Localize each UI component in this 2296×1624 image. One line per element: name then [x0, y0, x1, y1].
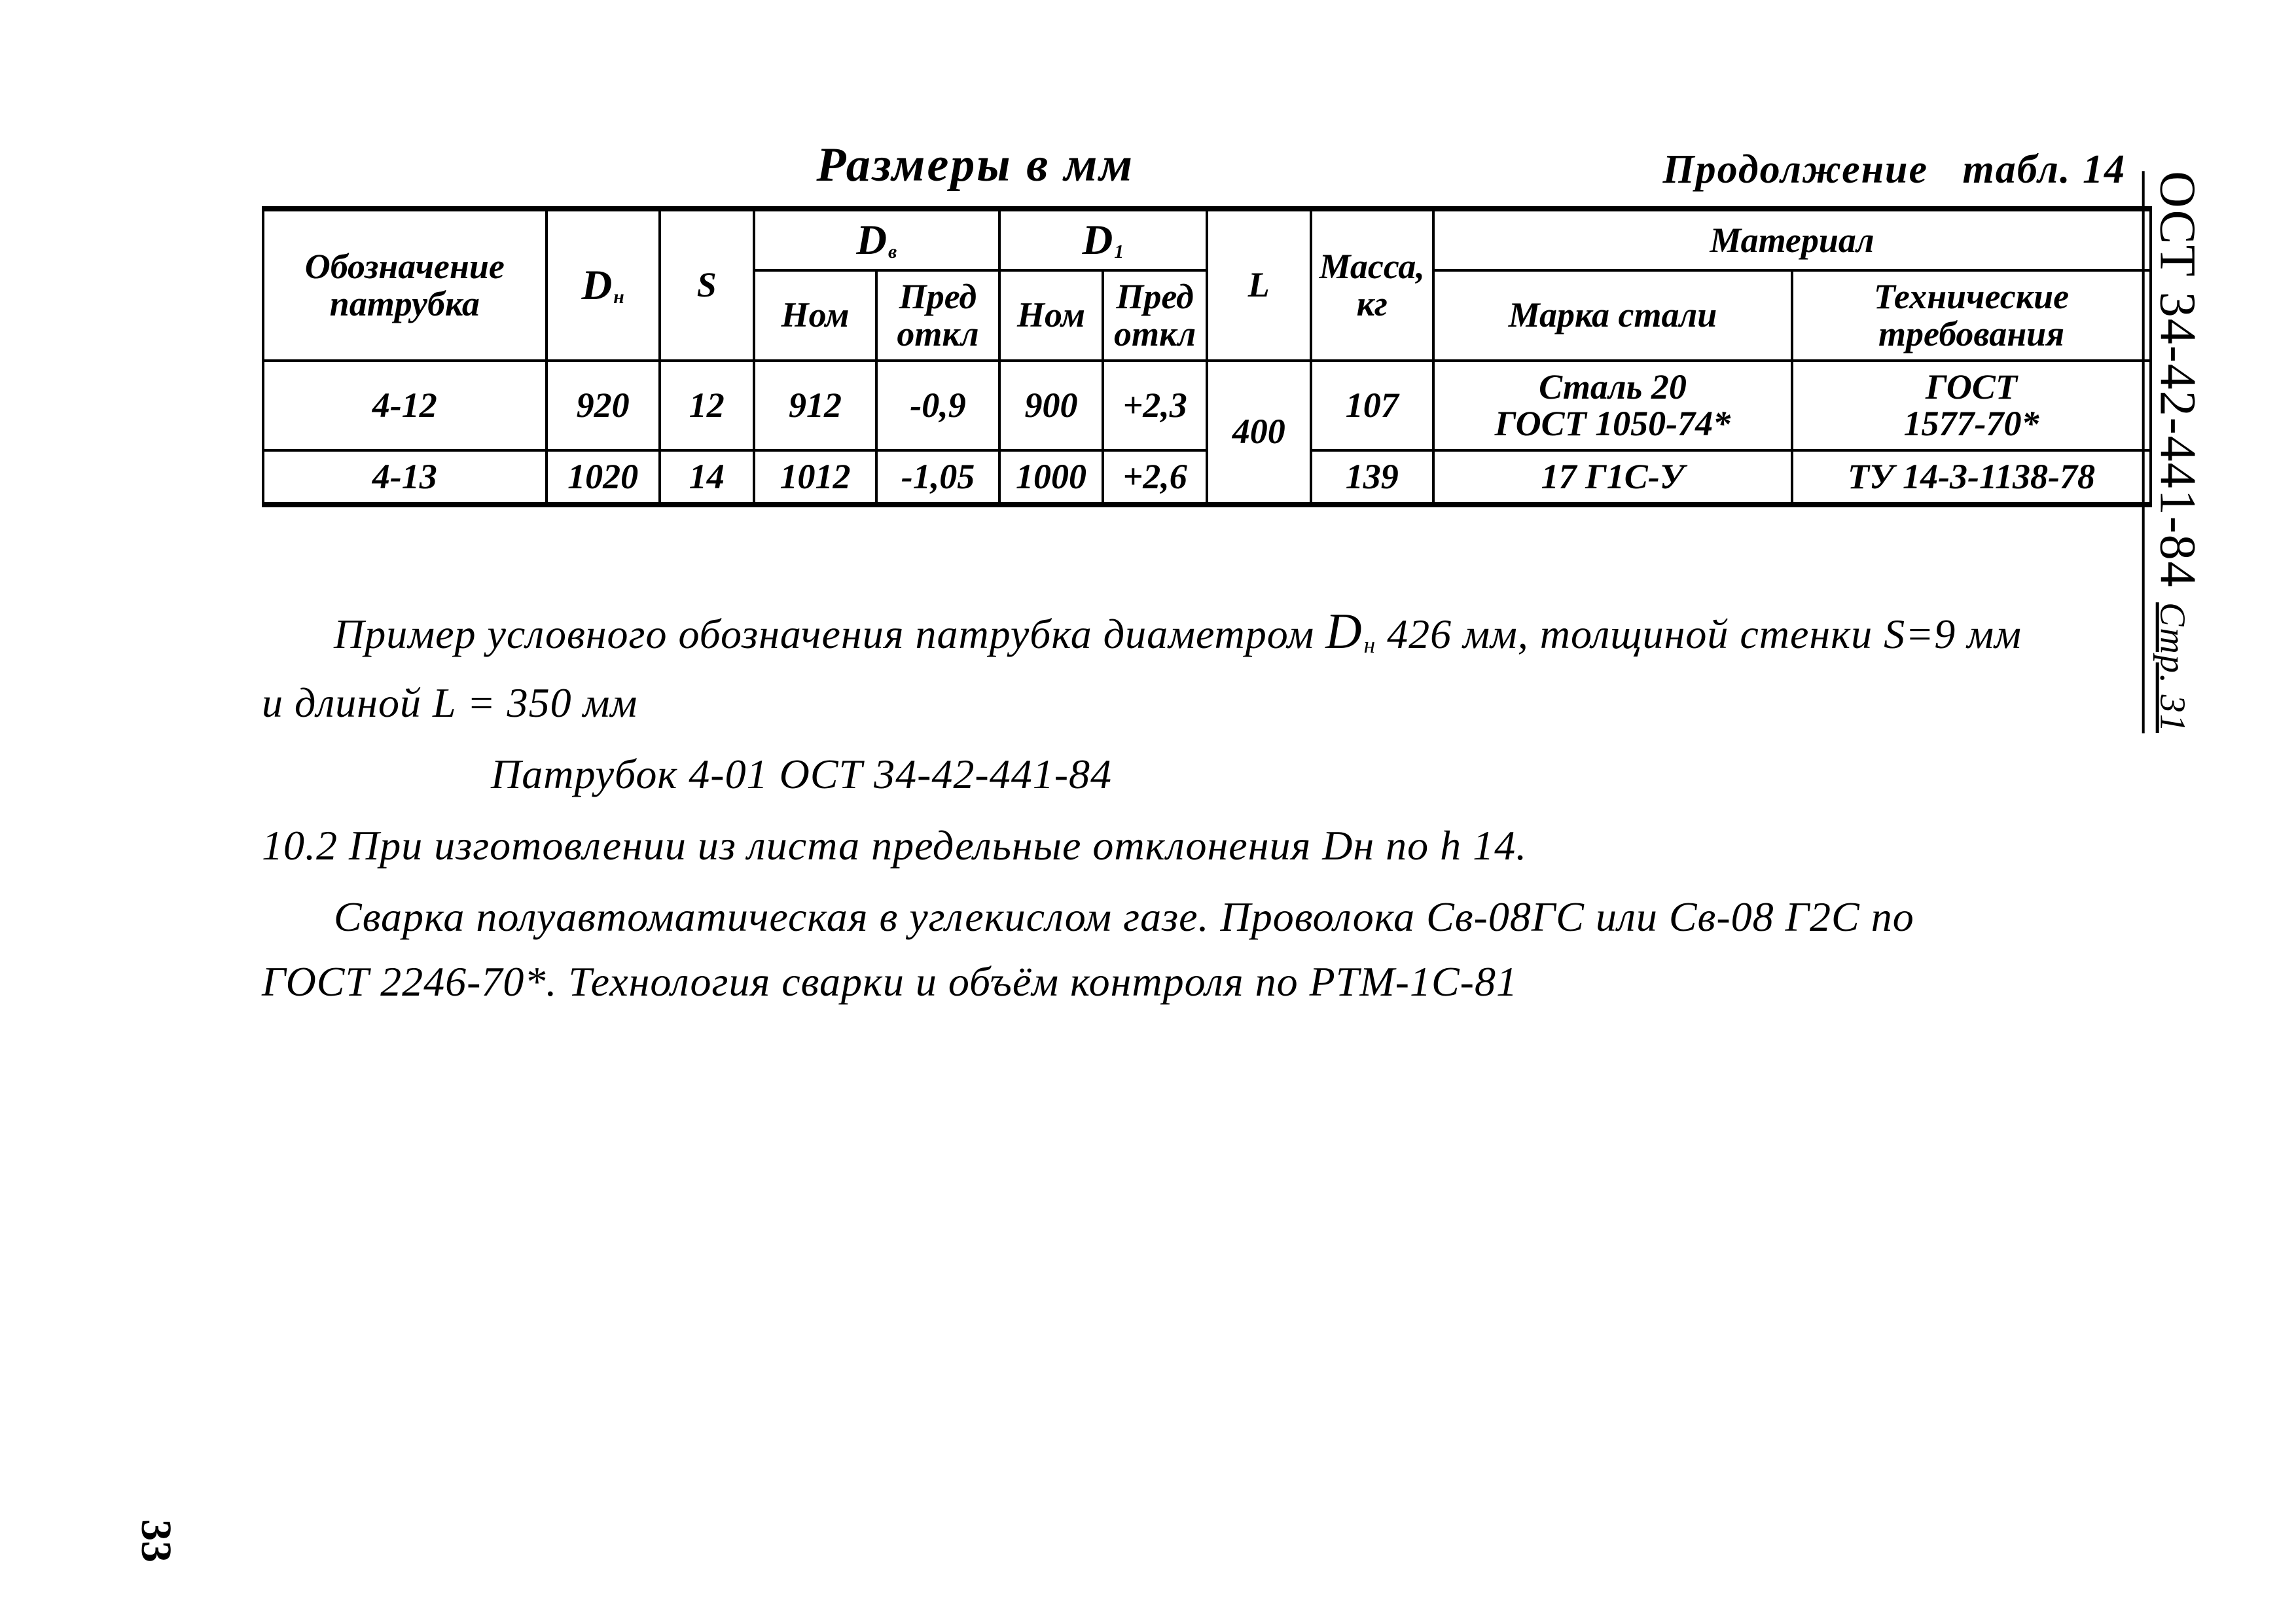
- body-p2: Патрубок 4-01 ОСТ 34-42-441-84: [262, 742, 2029, 806]
- cell-Db-dev: -1,05: [876, 450, 999, 505]
- th-D1: D1: [999, 209, 1207, 270]
- th-Db: Dв: [754, 209, 999, 270]
- th-D1-dev: Пред откл: [1103, 270, 1207, 360]
- standard-code-side: ОСТ 34-42-441-84 Стр. 31: [2142, 171, 2208, 733]
- cell-spec: ГОСТ1577-70*: [1792, 361, 2151, 450]
- cell-Db-nom: 1012: [754, 450, 876, 505]
- page: Размеры в мм Продолжение табл. 14 Обозна…: [0, 0, 2296, 1624]
- th-D1-nom: Ном: [999, 270, 1103, 360]
- cell-S: 14: [660, 450, 754, 505]
- table-header-row-1: Обозначение патрубка Dн S Dв D1 L Масса,…: [263, 209, 2151, 270]
- th-Dn: Dн: [547, 209, 660, 361]
- table-caption-row: Размеры в мм Продолжение табл. 14: [288, 137, 2126, 193]
- cell-steel: 17 Г1С-У: [1433, 450, 1792, 505]
- th-S: S: [660, 209, 754, 361]
- body-text: Пример условного обозначения патрубка ди…: [262, 592, 2029, 1015]
- th-material: Материал: [1433, 209, 2151, 270]
- cell-L: 400: [1207, 361, 1311, 505]
- cell-id: 4-13: [263, 450, 547, 505]
- th-Db-dev: Пред откл: [876, 270, 999, 360]
- th-L: L: [1207, 209, 1311, 361]
- body-p4: Сварка полуавтоматическая в углекислом г…: [262, 884, 2029, 1014]
- body-p1: Пример условного обозначения патрубка ди…: [262, 592, 2029, 735]
- cell-D1-dev: +2,6: [1103, 450, 1207, 505]
- th-mass: Масса, кг: [1311, 209, 1433, 361]
- th-Db-nom: Ном: [754, 270, 876, 360]
- cell-D1-nom: 1000: [999, 450, 1103, 505]
- cell-mass: 107: [1311, 361, 1433, 450]
- cell-Dn: 920: [547, 361, 660, 450]
- cell-D1-dev: +2,3: [1103, 361, 1207, 450]
- cell-Db-dev: -0,9: [876, 361, 999, 450]
- th-steel-grade: Марка стали: [1433, 270, 1792, 360]
- caption-dimensions: Размеры в мм: [288, 137, 1662, 193]
- cell-D1-nom: 900: [999, 361, 1103, 450]
- standard-page: Стр. 31: [2153, 602, 2193, 733]
- dimensions-table: Обозначение патрубка Dн S Dв D1 L Масса,…: [262, 206, 2152, 507]
- cell-mass: 139: [1311, 450, 1433, 505]
- th-designation: Обозначение патрубка: [263, 209, 547, 361]
- cell-Dn: 1020: [547, 450, 660, 505]
- table-row: 4-12 920 12 912 -0,9 900 +2,3 400 107 Ст…: [263, 361, 2151, 450]
- cell-steel: Сталь 20ГОСТ 1050-74*: [1433, 361, 1792, 450]
- page-number: 33: [131, 1519, 181, 1562]
- cell-id: 4-12: [263, 361, 547, 450]
- caption-continuation: Продолжение табл. 14: [1662, 147, 2126, 193]
- cell-Db-nom: 912: [754, 361, 876, 450]
- body-p3: 10.2 При изготовлении из листа предельны…: [262, 813, 2029, 878]
- cell-S: 12: [660, 361, 754, 450]
- th-tech-req: Технические требования: [1792, 270, 2151, 360]
- cell-spec: ТУ 14-3-1138-78: [1792, 450, 2151, 505]
- standard-code-text: ОСТ 34-42-441-84: [2150, 171, 2207, 588]
